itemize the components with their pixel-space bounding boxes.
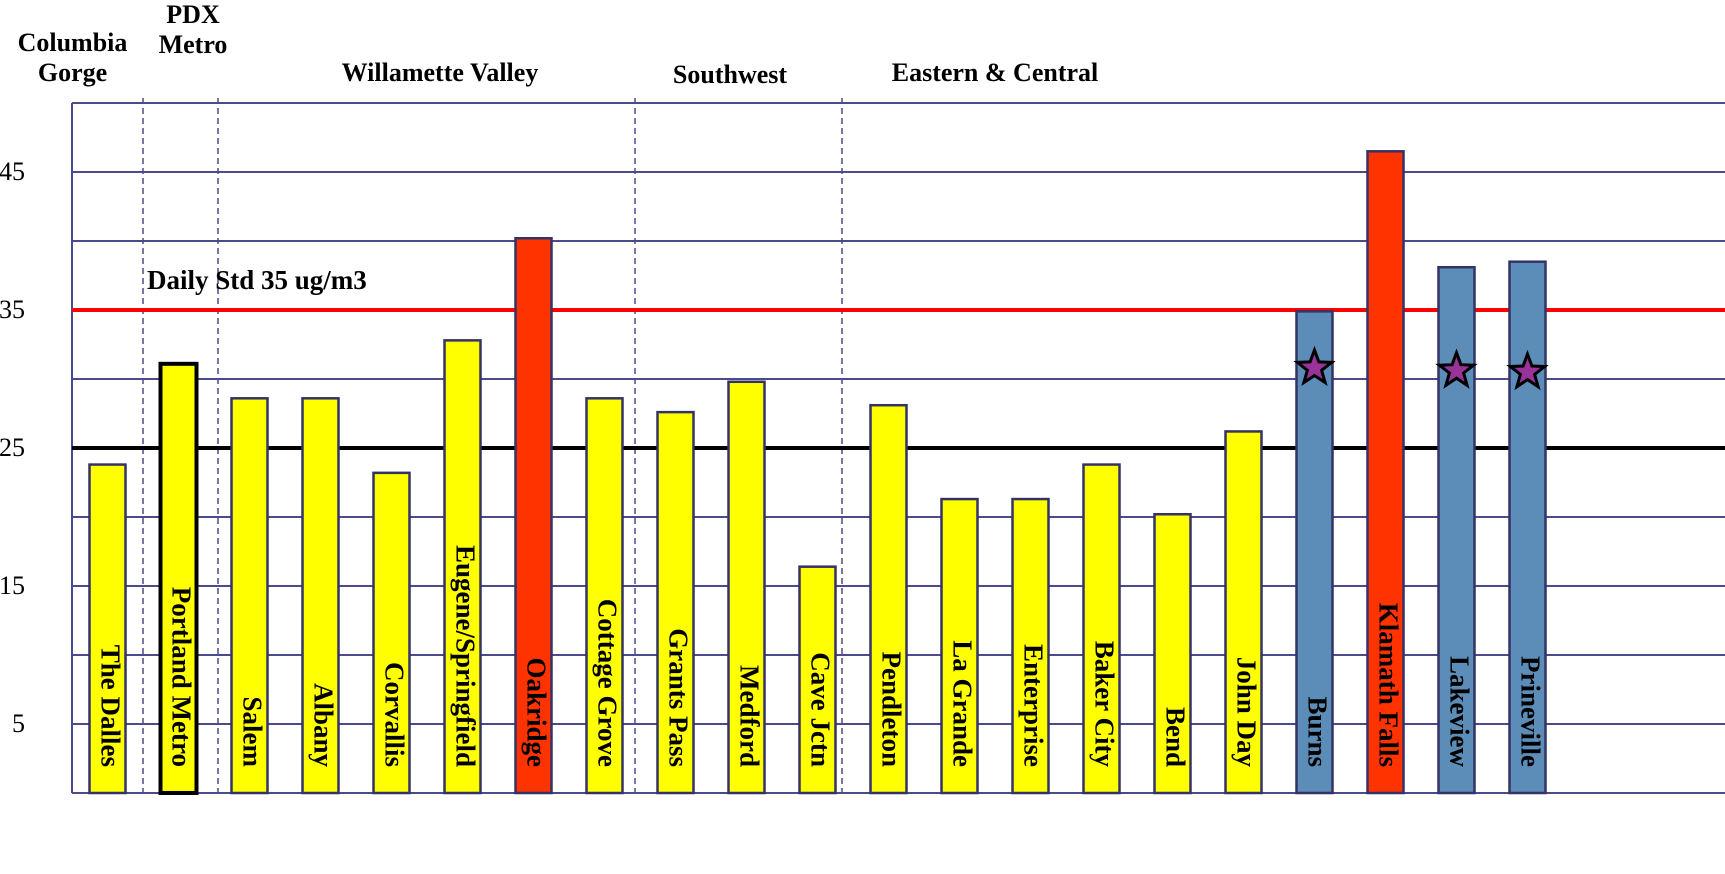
bar: [585, 397, 624, 795]
star-marker: [1506, 349, 1549, 391]
bar-label: Eugene/Springfield: [450, 545, 480, 767]
bar: [1153, 512, 1192, 795]
bar: [727, 380, 766, 795]
bar: [798, 565, 837, 795]
bar-label: Salem: [237, 697, 267, 768]
region-label: Eastern & Central: [891, 58, 1099, 87]
bar-label: John Day: [1231, 657, 1261, 768]
bar-label: Cottage Grove: [592, 599, 622, 767]
bar: [1366, 150, 1405, 795]
region-label: Southwest: [672, 60, 788, 89]
bar: [656, 410, 695, 795]
bar-label: Cave Jctn: [805, 652, 835, 767]
bar-label: Baker City: [1089, 641, 1119, 768]
bar: [372, 471, 411, 795]
bar-label: Medford: [734, 665, 764, 767]
bar-label: Burns: [1302, 696, 1332, 767]
bar: [514, 236, 553, 795]
region-label: PDX Metro: [158, 0, 228, 59]
bar: [230, 397, 269, 795]
star-marker: [1435, 348, 1478, 389]
bar: [88, 463, 127, 795]
bar-label: Albany: [308, 683, 338, 768]
bar-label: Corvallis: [379, 662, 409, 767]
bar-label: Prineville: [1515, 656, 1545, 767]
region-label: Columbia Gorge: [17, 28, 128, 87]
y-tick-label: 35: [0, 295, 25, 324]
bar-label: Portland Metro: [166, 587, 196, 767]
bar-label: Lakeview: [1444, 656, 1474, 767]
y-tick-label: 45: [0, 157, 25, 186]
bar: [1011, 497, 1050, 795]
bar: [301, 397, 340, 795]
y-tick-label: 15: [0, 571, 25, 600]
bar: [940, 497, 979, 795]
bar: [1224, 430, 1263, 795]
y-tick-label: 5: [12, 709, 25, 738]
bar-label: The Dalles: [95, 645, 125, 767]
bar-label: Klamath Falls: [1373, 603, 1403, 767]
bar: [158, 361, 199, 795]
y-tick-label: 25: [0, 433, 25, 462]
region-label: Willamette Valley: [341, 58, 539, 87]
bar: [443, 339, 482, 795]
star-marker: [1293, 345, 1336, 386]
reference-label: Daily Std 35 ug/m3: [147, 265, 367, 295]
bar-label: Grants Pass: [663, 628, 693, 767]
bar: [1295, 310, 1334, 795]
bar: [1082, 463, 1121, 795]
bar-label: Enterprise: [1018, 644, 1048, 767]
bar-label: La Grande: [947, 640, 977, 767]
bar-label: Oakridge: [521, 657, 551, 767]
bar: [869, 403, 908, 795]
bar-label: Pendleton: [876, 651, 906, 767]
bar-label: Bend: [1160, 707, 1190, 767]
